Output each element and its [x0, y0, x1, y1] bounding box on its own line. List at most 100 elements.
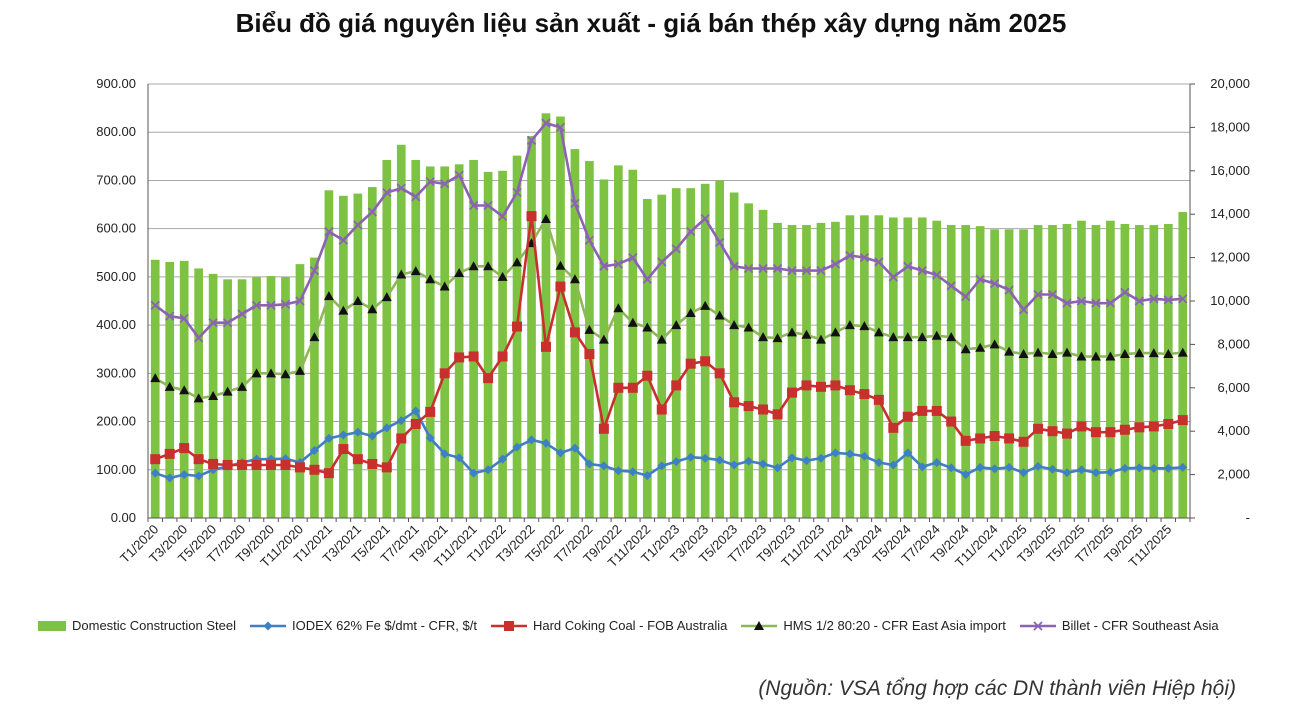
legend-label: Hard Coking Coal - FOB Australia	[532, 618, 728, 633]
x-series-point	[1033, 289, 1043, 300]
diamond-series-point	[512, 442, 522, 452]
bar-domestic-steel	[382, 159, 392, 518]
x-series-point	[411, 192, 421, 202]
x-series-point	[512, 187, 522, 198]
diamond-series-point	[801, 456, 811, 466]
diamond-series-point	[845, 449, 855, 459]
bar-domestic-steel	[1106, 220, 1115, 518]
diamond-series-point	[1004, 462, 1014, 472]
bar-domestic-steel	[440, 166, 450, 518]
x-series-point	[657, 257, 667, 267]
square-series-point	[1090, 427, 1101, 438]
square-series-point	[627, 382, 638, 393]
triangle-series-point	[266, 368, 277, 378]
y-left-tick-label: 800.00	[96, 124, 136, 139]
bar-domestic-steel	[194, 268, 203, 518]
x-series-point	[440, 179, 450, 189]
triangle-series-point	[454, 268, 465, 278]
triangle-series-point	[1076, 351, 1087, 361]
diamond-series-point	[671, 457, 681, 467]
bar-domestic-steel	[252, 277, 261, 518]
diamond-series-point	[309, 445, 319, 455]
triangle-series-point	[1177, 347, 1188, 357]
bar-domestic-steel	[758, 209, 768, 519]
square-series-point	[555, 281, 566, 292]
bar-domestic-steel	[932, 220, 942, 518]
y-left-tick-label: 0.00	[111, 510, 136, 525]
bar-domestic-steel	[628, 169, 638, 518]
x-series-point	[208, 318, 218, 328]
x-series-point	[1120, 287, 1130, 297]
square-series-point	[815, 381, 826, 392]
triangle-series-point	[251, 368, 262, 378]
y-right-tick-label: 2,000	[1217, 467, 1250, 482]
diamond-series-point	[1091, 468, 1101, 478]
triangle-series-point	[815, 334, 826, 344]
triangle-series-point	[598, 334, 609, 344]
triangle-series-point	[410, 266, 421, 276]
triangle-series-point	[613, 303, 624, 313]
diamond-series-point	[527, 435, 537, 445]
x-series-point	[338, 235, 349, 245]
y-left-tick-label: 500.00	[96, 269, 136, 284]
x-series-point	[468, 200, 479, 211]
x-series-point	[961, 292, 971, 302]
x-series-point	[599, 261, 609, 271]
square-series-point	[1061, 428, 1072, 439]
square-series-point	[179, 443, 190, 454]
triangle-series-point	[642, 322, 653, 332]
square-series-point	[323, 468, 334, 479]
triangle-series-point	[1134, 348, 1145, 358]
x-series-point	[671, 244, 681, 254]
legend-item: HMS 1/2 80:20 - CFR East Asia import	[741, 618, 1006, 633]
bar-domestic-steel	[831, 221, 840, 519]
bar-domestic-steel	[1091, 225, 1101, 519]
bar-domestic-steel	[642, 199, 652, 518]
y-left-tick-label: 100.00	[96, 462, 136, 477]
triangle-series-point	[164, 381, 175, 391]
square-series-point	[714, 368, 725, 379]
triangle-series-point	[323, 291, 334, 301]
triangle-series-point	[208, 390, 219, 400]
x-series-point	[266, 300, 276, 310]
diamond-series-point	[1163, 463, 1173, 473]
x-series-point	[396, 183, 406, 193]
square-series-point	[844, 385, 855, 396]
triangle-series-point	[1061, 347, 1072, 357]
bar-domestic-steel	[150, 259, 160, 518]
legend-label: HMS 1/2 80:20 - CFR East Asia import	[783, 618, 1006, 633]
triangle-series-point	[873, 327, 884, 337]
triangle-series-point	[787, 327, 798, 337]
x-series-point	[743, 263, 754, 274]
legend-swatch	[741, 620, 778, 630]
x-series-point	[1134, 296, 1144, 306]
triangle-series-point	[497, 271, 508, 281]
diamond-series-point	[628, 467, 638, 477]
square-series-point	[1134, 422, 1145, 433]
bar-domestic-steel	[614, 165, 623, 518]
bar-domestic-steel	[541, 113, 551, 519]
diamond-series-point	[613, 466, 623, 476]
x-series-point	[584, 235, 595, 245]
x-series-point	[1047, 289, 1058, 300]
square-series-point	[569, 327, 580, 338]
x-series-point	[570, 198, 580, 208]
legend-swatch	[490, 620, 527, 631]
triangle-series-point	[685, 308, 696, 318]
square-series-point	[960, 435, 971, 446]
x-series-point	[1149, 294, 1159, 304]
legend-item: Domestic Construction Steel	[38, 618, 236, 633]
bar-domestic-steel	[324, 190, 334, 518]
diamond-series-point	[1134, 463, 1144, 473]
axes	[147, 83, 1195, 522]
diamond-series-point	[425, 433, 435, 443]
triangle-series-point	[1090, 351, 1101, 361]
bar-domestic-steel	[773, 222, 782, 518]
x-series-point	[903, 261, 913, 271]
square-series-point	[338, 444, 349, 455]
triangle-series-point	[989, 339, 1000, 349]
bar-domestic-steel	[585, 161, 594, 518]
y-left-tick-label: 400.00	[96, 317, 136, 332]
source-note: (Nguồn: VSA tổng hợp các DN thành viên H…	[758, 677, 1236, 700]
triangle-series-point	[743, 322, 754, 332]
